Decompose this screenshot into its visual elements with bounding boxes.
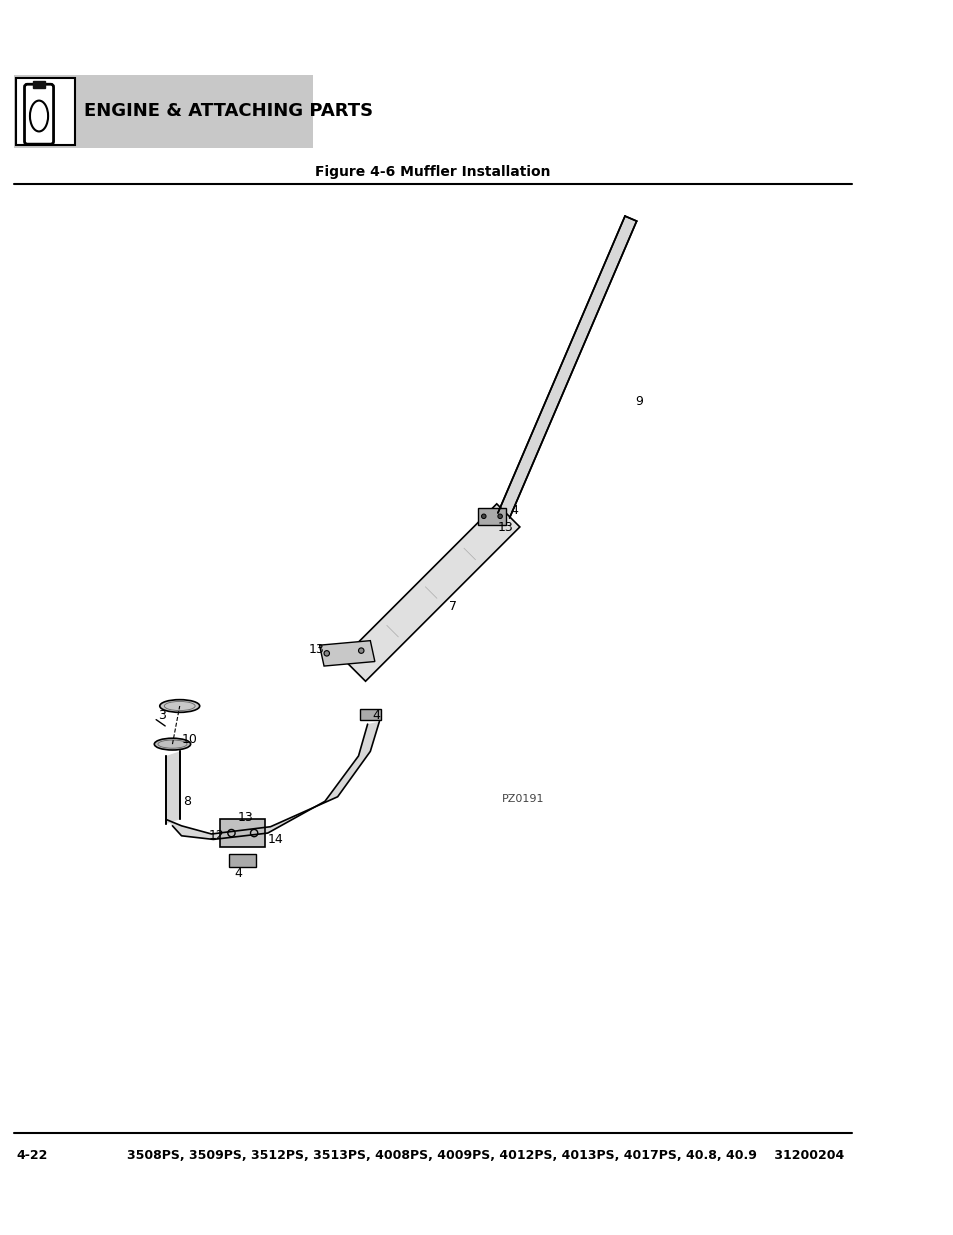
- Polygon shape: [497, 216, 636, 517]
- Text: 12: 12: [209, 829, 224, 842]
- Ellipse shape: [154, 739, 191, 750]
- Circle shape: [324, 651, 329, 656]
- Text: 13: 13: [308, 643, 324, 656]
- Text: 9: 9: [635, 395, 642, 409]
- Text: 4: 4: [233, 867, 242, 881]
- Text: 4: 4: [372, 709, 379, 722]
- Text: ENGINE & ATTACHING PARTS: ENGINE & ATTACHING PARTS: [84, 103, 373, 121]
- Polygon shape: [166, 751, 179, 824]
- Circle shape: [358, 648, 364, 653]
- Text: 8: 8: [183, 795, 192, 808]
- Text: 13: 13: [497, 521, 513, 534]
- Polygon shape: [219, 820, 265, 847]
- Text: 3: 3: [158, 709, 166, 721]
- Text: 3508PS, 3509PS, 3512PS, 3513PS, 4008PS, 4009PS, 4012PS, 4013PS, 4017PS, 40.8, 40: 3508PS, 3509PS, 3512PS, 3513PS, 4008PS, …: [127, 1149, 843, 1162]
- Polygon shape: [342, 504, 519, 682]
- Text: 4: 4: [510, 504, 517, 517]
- Polygon shape: [477, 508, 506, 525]
- Polygon shape: [360, 709, 381, 720]
- Bar: [16, 78, 75, 144]
- Text: 10: 10: [181, 734, 197, 746]
- Ellipse shape: [159, 700, 199, 713]
- Text: PZ0191: PZ0191: [501, 794, 544, 804]
- Polygon shape: [229, 853, 255, 867]
- Polygon shape: [166, 721, 379, 840]
- Circle shape: [497, 514, 502, 519]
- Text: 14: 14: [268, 832, 283, 846]
- Text: 4-22: 4-22: [16, 1149, 48, 1162]
- Text: 13: 13: [237, 811, 253, 824]
- Text: Figure 4-6 Muffler Installation: Figure 4-6 Muffler Installation: [314, 165, 550, 179]
- Polygon shape: [319, 641, 375, 666]
- Text: 7: 7: [449, 600, 456, 613]
- Bar: [32, 80, 46, 88]
- Circle shape: [481, 514, 485, 519]
- Bar: [13, 75, 313, 148]
